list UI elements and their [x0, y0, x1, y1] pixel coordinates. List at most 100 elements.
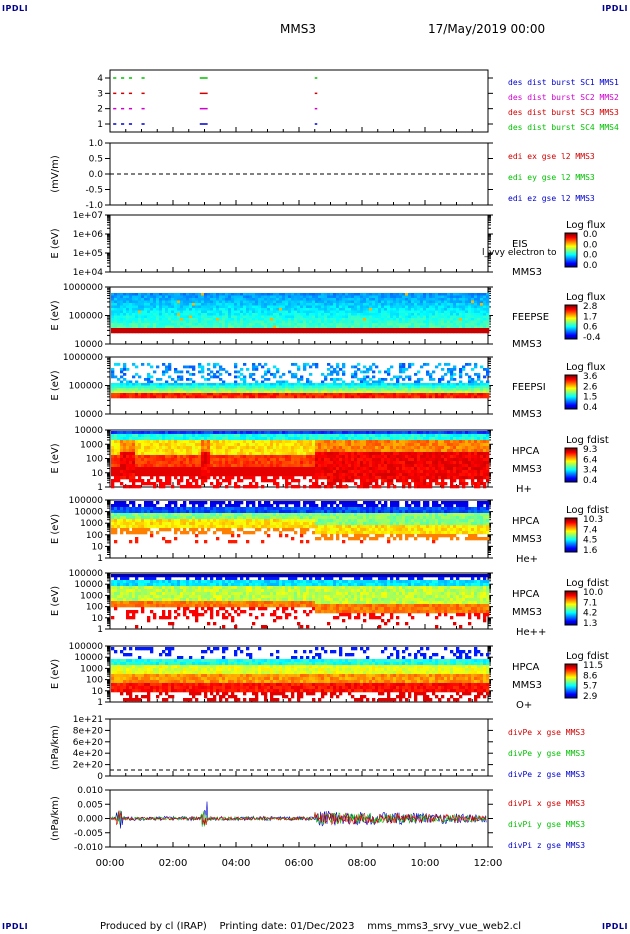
heat-cell [405, 300, 409, 304]
heat-cell [399, 300, 403, 304]
heat-cell [348, 325, 352, 329]
heat-cell [213, 300, 217, 304]
heat-cell [138, 473, 142, 477]
heat-cell [402, 323, 406, 326]
heat-cell [354, 303, 358, 306]
heat-cell [150, 375, 154, 379]
heat-cell [438, 320, 442, 324]
heat-cell [255, 305, 259, 309]
heat-cell [426, 293, 430, 296]
heat-cell [372, 310, 376, 314]
heat-cell [177, 310, 181, 314]
y-tick-label: 1e+06 [73, 230, 104, 240]
heat-cell [207, 378, 211, 381]
heat-cell [312, 383, 316, 386]
heat-cell [204, 328, 208, 331]
heat-cell [417, 385, 421, 389]
heat-cell [129, 328, 133, 331]
heat-cell [303, 395, 307, 399]
heat-cell [111, 383, 115, 386]
heat-cell [114, 308, 118, 311]
heat-cell [120, 452, 124, 456]
heat-cell [117, 470, 121, 474]
colorbar-step [565, 690, 577, 692]
heat-cell [285, 330, 289, 334]
heat-cell [393, 375, 397, 379]
colorbar-title: Log flux [566, 362, 606, 373]
heat-cell [144, 455, 148, 459]
heat-cell [405, 295, 409, 299]
heat-cell [330, 365, 334, 369]
heat-cell [447, 385, 451, 389]
heat-cell [339, 298, 343, 301]
heat-cell [150, 395, 154, 399]
colorbar-step [565, 400, 577, 402]
heat-cell [324, 383, 328, 386]
heat-cell [156, 431, 160, 435]
heat-cell [390, 393, 394, 396]
colorbar-tick-label: 9.3 [583, 445, 597, 455]
heat-cell [162, 464, 166, 468]
heat-cell [252, 298, 256, 301]
heat-cell [462, 320, 466, 324]
heat-cell [462, 388, 466, 391]
colorbar-step [565, 469, 577, 471]
heat-cell [384, 390, 388, 394]
heat-cell [267, 308, 271, 311]
heat-cell [273, 298, 277, 301]
heat-cell [150, 473, 154, 477]
heat-cell [180, 315, 184, 319]
heat-cell [213, 330, 217, 334]
heat-cell [195, 328, 199, 331]
heat-cell [228, 373, 232, 376]
heat-cell [327, 298, 331, 301]
heat-cell [189, 323, 193, 326]
heat-cell [267, 323, 271, 326]
heat-cell [153, 320, 157, 324]
heat-cell [459, 300, 463, 304]
heat-cell [135, 470, 139, 474]
heat-cell [252, 315, 256, 319]
colorbar-step [565, 680, 577, 682]
heat-cell [180, 452, 184, 456]
heat-cell [231, 383, 235, 386]
heat-cell [147, 310, 151, 314]
heat-cell [111, 375, 115, 379]
heat-cell [369, 308, 373, 311]
heat-cell [117, 310, 121, 314]
heat-cell [180, 308, 184, 311]
heat-cell [204, 393, 208, 396]
heat-cell [216, 437, 220, 441]
heat-cell [171, 378, 175, 381]
heat-cell [234, 390, 238, 394]
heat-cell [168, 318, 172, 321]
heat-cell [354, 295, 358, 299]
heat-cell [444, 328, 448, 331]
heat-cell [168, 431, 172, 435]
heat-cell [363, 380, 367, 384]
heat-cell [114, 479, 118, 483]
heat-cell [204, 315, 208, 319]
heat-cell [309, 325, 313, 329]
heat-cell [270, 315, 274, 319]
heat-cell [195, 434, 199, 438]
heat-cell [219, 482, 223, 486]
heat-cell [132, 375, 136, 379]
heat-cell [120, 440, 124, 444]
heat-cell [111, 308, 115, 311]
heat-cell [396, 315, 400, 319]
heat-cell [393, 320, 397, 324]
heat-cell [147, 315, 151, 319]
heat-cell [162, 467, 166, 471]
heat-cell [330, 388, 334, 391]
heat-cell [477, 375, 481, 379]
heat-cell [213, 452, 217, 456]
heat-cell [459, 375, 463, 379]
heat-cell [240, 310, 244, 314]
heat-cell [219, 461, 223, 465]
y-tick-label: -0.5 [85, 186, 103, 196]
heat-cell [297, 293, 301, 296]
heat-cell [162, 446, 166, 450]
heat-cell [366, 323, 370, 326]
heat-cell [207, 313, 211, 316]
